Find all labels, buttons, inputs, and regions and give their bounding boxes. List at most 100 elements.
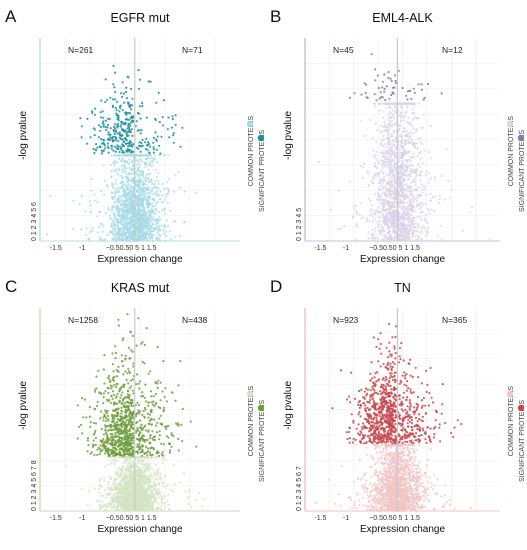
point-common	[389, 213, 392, 216]
point-common	[420, 183, 423, 186]
point-common	[400, 115, 403, 118]
point-common	[400, 112, 403, 115]
point-common	[140, 198, 143, 202]
point-common	[404, 149, 407, 152]
point-common	[434, 179, 437, 182]
point-significant	[152, 146, 155, 149]
point-significant	[103, 143, 106, 146]
point-significant	[168, 136, 171, 139]
point-common	[140, 219, 143, 222]
point-common	[102, 164, 105, 167]
point-common	[164, 230, 167, 233]
point-common	[127, 232, 130, 235]
point-common	[381, 138, 384, 141]
point-significant	[162, 124, 165, 127]
point-common	[159, 504, 163, 507]
point-common	[158, 482, 161, 485]
point-significant	[171, 115, 174, 118]
point-common	[114, 235, 117, 238]
point-common	[111, 208, 114, 211]
point-significant	[95, 143, 98, 146]
point-common	[424, 185, 427, 188]
point-common	[409, 150, 412, 153]
point-common	[399, 124, 402, 127]
point-significant	[128, 148, 131, 151]
point-common	[437, 201, 441, 205]
point-common	[111, 184, 114, 187]
point-common	[146, 227, 149, 230]
point-significant	[102, 125, 105, 128]
point-common	[144, 187, 147, 190]
point-common	[138, 200, 141, 203]
point-significant	[420, 88, 424, 91]
point-common	[402, 226, 405, 229]
point-common	[142, 228, 146, 231]
point-common	[389, 148, 392, 151]
point-common	[390, 222, 393, 225]
point-common	[98, 236, 101, 239]
point-common	[141, 231, 144, 234]
point-common	[383, 191, 386, 194]
point-significant	[130, 128, 133, 131]
point-common	[183, 221, 186, 224]
point-common	[388, 230, 391, 233]
point-common	[115, 473, 118, 476]
point-common	[103, 503, 106, 506]
point-common	[410, 102, 413, 105]
point-common	[406, 142, 409, 145]
point-significant	[121, 151, 125, 154]
point-significant	[108, 133, 112, 136]
point-common	[121, 210, 125, 213]
point-common	[164, 212, 167, 216]
point-significant	[117, 140, 120, 143]
point-common	[114, 182, 118, 185]
point-common	[130, 198, 133, 201]
point-common	[149, 202, 152, 205]
point-common	[154, 180, 157, 183]
count-left: N=261	[68, 45, 94, 55]
point-common	[101, 223, 104, 226]
point-significant	[139, 150, 142, 153]
point-significant	[145, 116, 148, 119]
point-significant	[107, 151, 110, 154]
point-significant	[179, 145, 182, 148]
point-significant	[107, 138, 111, 141]
point-common	[124, 488, 127, 491]
point-common	[110, 224, 113, 227]
point-common	[429, 157, 433, 160]
point-common	[119, 501, 122, 504]
point-common	[159, 234, 162, 237]
point-common	[117, 234, 121, 237]
point-common	[154, 219, 157, 222]
point-common	[145, 222, 148, 225]
point-common	[382, 234, 385, 237]
point-common	[118, 214, 121, 217]
point-common	[375, 166, 378, 170]
point-common	[402, 171, 406, 174]
point-common	[400, 216, 404, 219]
point-common	[118, 484, 121, 487]
point-significant	[162, 99, 166, 102]
point-common	[417, 194, 420, 197]
point-common	[138, 236, 141, 239]
point-common	[158, 193, 161, 196]
point-common	[380, 192, 383, 195]
point-common	[383, 238, 386, 241]
point-common	[129, 173, 132, 176]
point-common	[369, 199, 372, 202]
point-common	[397, 171, 400, 175]
point-common	[406, 161, 409, 164]
point-common	[136, 172, 139, 176]
point-common	[147, 172, 150, 175]
point-common	[153, 500, 156, 503]
point-common	[410, 156, 413, 159]
point-common	[385, 221, 388, 224]
point-common	[136, 160, 139, 163]
point-common	[156, 472, 160, 475]
point-common	[389, 206, 392, 209]
point-common	[103, 238, 106, 241]
point-common	[381, 116, 384, 119]
point-significant	[388, 97, 391, 100]
point-common	[183, 190, 186, 193]
point-common	[418, 165, 421, 168]
